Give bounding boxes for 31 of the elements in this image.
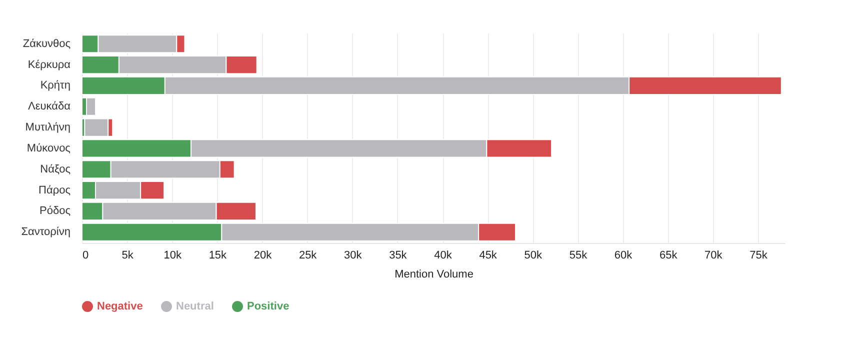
x-axis-title: Mention Volume (394, 268, 474, 280)
y-tick-label: Κέρκυρα (28, 58, 72, 71)
x-tick-label: 20k (254, 250, 272, 262)
x-tick-label: 50k (524, 250, 542, 262)
legend-label: Negative (97, 300, 143, 313)
legend-label: Positive (247, 300, 290, 313)
x-tick-label: 55k (569, 250, 588, 262)
x-tick-label: 35k (389, 250, 408, 262)
y-tick-label: Κρήτη (40, 80, 70, 92)
x-tick-label: 60k (614, 250, 633, 262)
x-tick-label: 25k (298, 250, 318, 262)
x-tick-label: 45k (479, 250, 498, 262)
y-tick-label: Λευκάδα (28, 100, 72, 113)
y-tick-label: Μύκονος (26, 142, 70, 154)
y-tick-label: Μυτιλήνη (25, 122, 70, 134)
x-tick-label: 10k (164, 250, 182, 262)
bar (84, 118, 109, 137)
y-tick-label: Πάρος (38, 184, 70, 196)
y-tick-label: Νάξος (40, 163, 70, 176)
x-tick-label: 40k (434, 250, 452, 262)
legend-label: Neutral (176, 300, 214, 313)
x-tick-label: 30k (344, 250, 362, 262)
x-tick-label: 70k (704, 250, 723, 262)
x-tick-label: 0 (82, 250, 89, 262)
y-tick-label: Σαντορίνη (21, 226, 70, 238)
x-tick-label: 75k (750, 250, 768, 262)
x-tick-label: 15k (208, 250, 228, 262)
x-tick-label: 5k (122, 250, 134, 262)
y-tick-label: Ρόδος (40, 205, 70, 218)
y-tick-label: Ζάκυνθος (22, 38, 70, 50)
x-tick-label: 65k (659, 250, 678, 262)
